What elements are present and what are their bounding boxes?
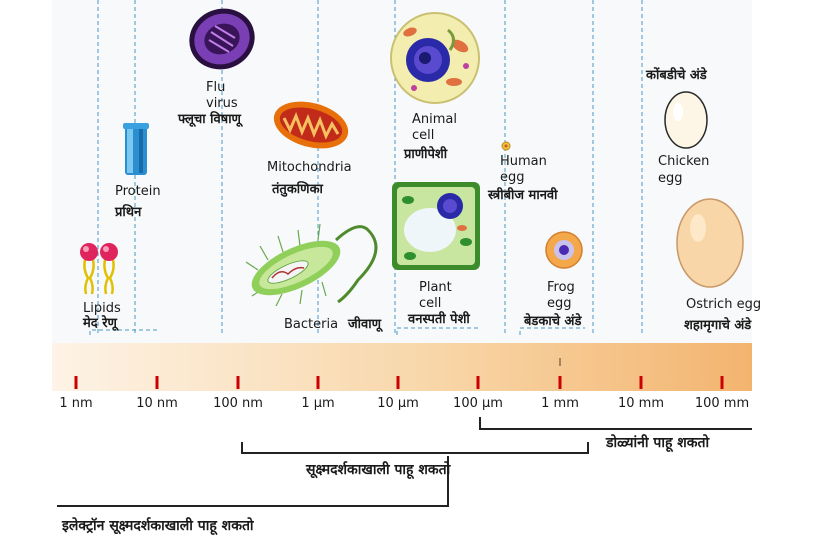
human-egg-label-line1: Human (500, 154, 547, 169)
mitochondria-label-mr: तंतुकणिका (272, 182, 323, 197)
lipids-illustration (80, 243, 118, 295)
tick-label-10um: 10 µm (377, 396, 419, 411)
frog-egg-label-line2: egg (547, 296, 572, 311)
tick-label-10nm: 10 nm (136, 396, 178, 411)
tick-label-1nm: 1 nm (59, 396, 93, 411)
human-egg-illustration (501, 141, 511, 151)
light-microscope-range-label: सूक्ष्मदर्शकाखाली पाहू शकतो (306, 462, 451, 478)
tick-label-10mm: 10 mm (617, 396, 665, 411)
human-egg-label-mr: स्त्रीबीज मानवी (488, 188, 558, 203)
tick-label-100nm: 100 nm (213, 396, 263, 411)
protein-label-mr: प्रथिन (115, 205, 142, 220)
plant-cell-illustration (392, 182, 480, 270)
scale-bar (52, 343, 752, 391)
animal-cell-illustration (390, 12, 480, 104)
chicken-egg-illustration (664, 91, 708, 149)
electron-microscope-range-label: इलेक्ट्रॉन सूक्ष्मदर्शकाखाली पाहू शकतो (62, 518, 254, 534)
protein-illustration (123, 123, 149, 175)
lipids-label: Lipids (83, 301, 121, 316)
protein-label: Protein (115, 184, 161, 199)
mitochondria-label: Mitochondria (267, 160, 352, 175)
plant-cell-label-mr: वनस्पती पेशी (408, 312, 470, 327)
flu-virus-label-mr: फ्लूचा विषाणू (178, 112, 241, 127)
plant-cell-label-line2: cell (419, 296, 442, 311)
animal-cell-label-line1: Animal (412, 112, 457, 127)
chicken-egg-label-mr: कोंबडीचे अंडे (646, 68, 707, 83)
animal-cell-label-line2: cell (412, 128, 435, 143)
bacteria-illustration (245, 223, 378, 307)
bacteria-label-mr: जीवाणू (348, 317, 382, 332)
lipids-label-mr: मेद रेणू (83, 316, 117, 331)
human-egg-label-line2: egg (500, 170, 525, 185)
tick-label-100mm: 100 mm (694, 396, 750, 411)
chicken-egg-label-line2: egg (658, 171, 683, 186)
naked-eye-range-label: डोळ्यांनी पाहू शकतो (606, 435, 710, 451)
tick-label-1mm: 1 mm (541, 396, 579, 411)
tick-label-1um: 1 µm (301, 396, 335, 411)
tick-label-100um: 100 µm (453, 396, 503, 411)
chicken-egg-label-line1: Chicken (658, 154, 710, 169)
frog-egg-illustration (545, 231, 583, 269)
ostrich-egg-label-mr: शहामृगाचे अंडे (684, 318, 752, 333)
flu-virus-label-line1: Flu (206, 80, 226, 95)
bacteria-label: Bacteria (284, 317, 339, 332)
animal-cell-label-mr: प्राणीपेशी (404, 147, 448, 162)
frog-egg-label-mr: बेडकाचे अंडे (524, 314, 582, 329)
plant-cell-label-line1: Plant (419, 280, 452, 295)
frog-egg-label-line1: Frog (547, 280, 575, 295)
mitochondria-illustration (273, 101, 349, 149)
flu-virus-illustration (189, 8, 255, 70)
ostrich-egg-label: Ostrich egg (686, 297, 762, 312)
flu-virus-label-line2: virus (206, 96, 238, 111)
ostrich-egg-illustration (676, 198, 744, 288)
